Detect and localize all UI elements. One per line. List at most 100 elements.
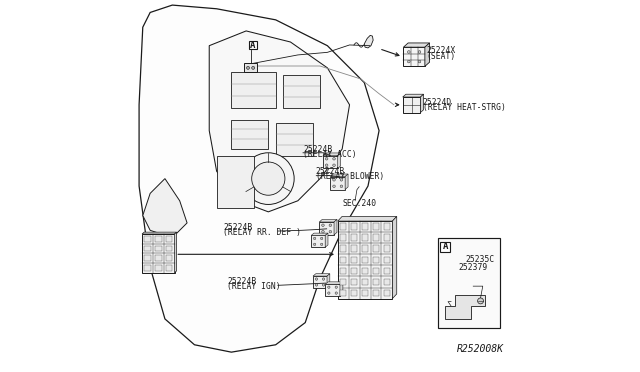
Bar (313, 276, 327, 288)
Bar (340, 290, 346, 296)
Circle shape (340, 185, 342, 187)
Bar (340, 267, 346, 274)
Bar (232, 71, 276, 109)
Polygon shape (325, 282, 343, 284)
Text: (SEAT): (SEAT) (426, 52, 456, 61)
Bar (383, 234, 390, 241)
Circle shape (325, 157, 328, 160)
Bar (351, 246, 357, 252)
Polygon shape (334, 219, 337, 235)
Text: (RELAY RR. DEF ): (RELAY RR. DEF ) (223, 228, 301, 237)
Bar (155, 255, 161, 261)
Circle shape (335, 286, 337, 288)
Polygon shape (425, 43, 429, 66)
Circle shape (335, 292, 337, 294)
Bar (144, 265, 150, 271)
Text: 25224B: 25224B (303, 145, 332, 154)
Circle shape (322, 230, 324, 233)
Circle shape (246, 66, 250, 69)
Circle shape (321, 243, 323, 246)
Bar (166, 255, 172, 261)
Circle shape (316, 284, 317, 286)
Bar (362, 279, 369, 285)
Text: A: A (442, 243, 448, 251)
Text: 25224B: 25224B (223, 223, 253, 232)
Circle shape (314, 237, 316, 240)
Bar (155, 246, 161, 251)
Bar (232, 119, 268, 149)
Polygon shape (142, 232, 177, 234)
Circle shape (322, 224, 324, 227)
Bar (283, 75, 320, 109)
Bar (362, 223, 369, 230)
Bar (330, 177, 345, 189)
Text: (RELAY IGN): (RELAY IGN) (227, 282, 280, 291)
Polygon shape (445, 295, 485, 319)
Circle shape (316, 278, 317, 280)
Bar (144, 255, 150, 261)
Polygon shape (403, 43, 429, 47)
Text: R252008K: R252008K (458, 344, 504, 354)
Polygon shape (340, 282, 343, 296)
Bar (372, 223, 380, 230)
Bar (166, 265, 172, 271)
Polygon shape (139, 5, 379, 352)
Bar (372, 279, 380, 285)
Polygon shape (319, 219, 337, 222)
Polygon shape (311, 233, 328, 235)
Bar (362, 234, 369, 241)
Circle shape (323, 278, 324, 280)
Bar (325, 284, 340, 296)
Bar (383, 257, 390, 263)
Bar (340, 234, 346, 241)
Bar (249, 41, 257, 49)
Circle shape (328, 286, 330, 288)
Bar (362, 246, 369, 252)
Bar (166, 236, 172, 242)
Polygon shape (209, 31, 349, 212)
Bar (403, 97, 420, 112)
Circle shape (314, 243, 316, 246)
Polygon shape (325, 233, 328, 247)
Bar (166, 246, 172, 251)
Bar (351, 267, 357, 274)
Bar (383, 223, 390, 230)
Circle shape (243, 153, 294, 205)
Circle shape (418, 60, 421, 63)
Bar (311, 235, 325, 247)
Circle shape (340, 179, 342, 181)
Text: 25224X: 25224X (426, 46, 456, 55)
Bar (362, 290, 369, 296)
Bar (144, 246, 150, 251)
Bar (155, 265, 161, 271)
Polygon shape (330, 174, 348, 177)
Circle shape (333, 185, 335, 187)
Polygon shape (392, 217, 397, 299)
Bar (340, 279, 346, 285)
Polygon shape (175, 232, 177, 273)
Polygon shape (323, 153, 340, 155)
Bar (383, 246, 390, 252)
Bar (351, 257, 357, 263)
Bar (383, 290, 390, 296)
Text: SEC.240: SEC.240 (342, 199, 376, 208)
Polygon shape (364, 35, 373, 48)
Bar (372, 234, 380, 241)
Text: 25224B: 25224B (227, 277, 256, 286)
Bar (338, 221, 392, 299)
Circle shape (325, 164, 328, 167)
Bar (155, 236, 161, 242)
Circle shape (252, 162, 285, 195)
Polygon shape (338, 217, 397, 221)
Bar (144, 236, 150, 242)
Circle shape (418, 51, 421, 53)
Text: (RELAY BLOWER): (RELAY BLOWER) (316, 172, 384, 181)
Bar (276, 123, 312, 157)
Text: 252379: 252379 (458, 263, 488, 272)
Bar (383, 279, 390, 285)
Text: 25235C: 25235C (466, 255, 495, 264)
Bar (340, 223, 346, 230)
Circle shape (477, 298, 483, 304)
Text: 25224B: 25224B (316, 167, 345, 176)
Circle shape (329, 230, 332, 233)
